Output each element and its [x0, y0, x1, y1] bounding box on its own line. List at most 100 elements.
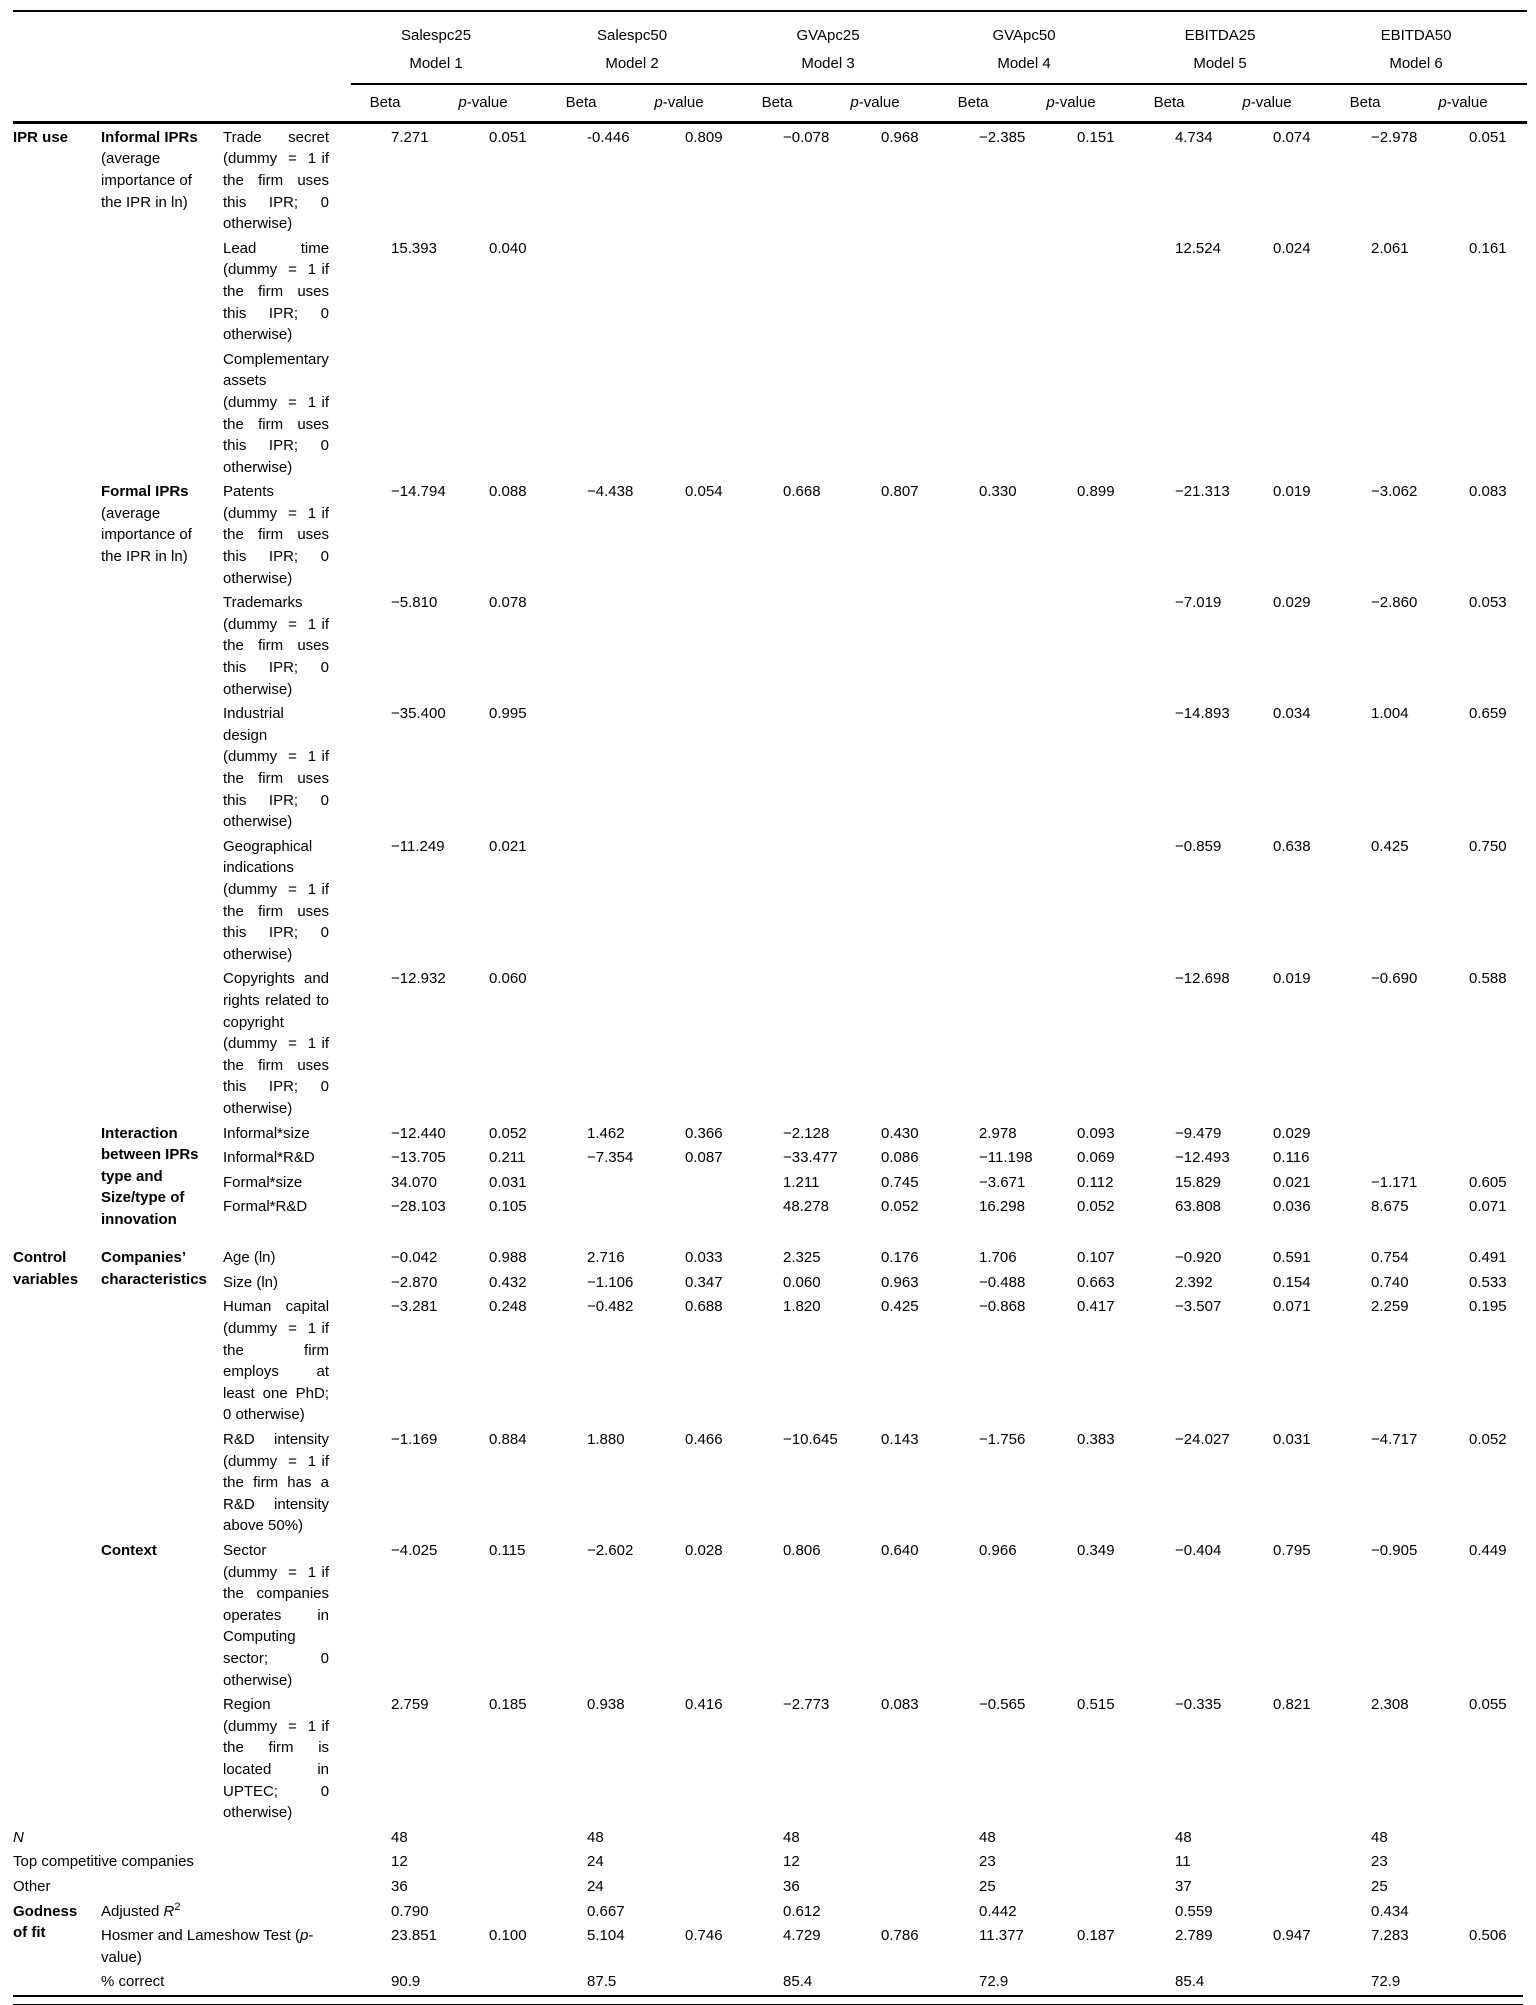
column-group-salespc25: Salespc25	[401, 27, 472, 44]
beta-value-cell: 15.829	[1175, 1173, 1221, 1191]
variable-label: Lead time (dummy = 1 if the firm uses th…	[223, 239, 330, 344]
beta-value-cell: 36	[391, 1877, 408, 1895]
table-row: Informal*R&D −13.705 0.211 −7.354 0.087 −33.4…	[13, 1144, 1527, 1169]
beta-value-cell: −11.249	[391, 837, 445, 855]
p-value-cell	[1037, 235, 1135, 346]
footer-row: Hosmer and Lameshow Test (p-value) 23.851…	[13, 1922, 1527, 1968]
beta-value-cell: 5.104	[587, 1927, 625, 1945]
variable-label: R&D intensity (dummy = 1 if the firm has…	[223, 1431, 330, 1535]
beta-value-cell: −0.042	[391, 1249, 438, 1267]
table-row: Size (ln) −2.870 0.432 −1.106 0.347 0.060 0.96…	[13, 1269, 1527, 1294]
beta-value-cell: 0.442	[979, 1902, 1017, 1920]
beta-value-cell: 72.9	[979, 1973, 1009, 1991]
model-6-label: Model 6	[1389, 54, 1443, 72]
p-value-cell: 0.069	[1077, 1149, 1115, 1167]
p-value-cell	[841, 235, 939, 346]
p-value-cell	[645, 1193, 743, 1244]
p-value-cell: 0.052	[1077, 1198, 1115, 1216]
p-value-cell	[1037, 700, 1135, 833]
subsection-label-rest: (average importance of the IPR in ln)	[101, 150, 192, 211]
bottom-rule-thick	[13, 1994, 1523, 2004]
p-value-cell: 0.515	[1077, 1696, 1115, 1714]
beta-value-cell	[547, 235, 645, 346]
section-label: Control variables	[13, 1249, 79, 1288]
p-value-cell	[1429, 1824, 1527, 1849]
p-italic: p	[850, 94, 859, 112]
p-value-cell: 0.036	[1273, 1198, 1311, 1216]
p-value-cell: 0.071	[1469, 1198, 1507, 1216]
p-value-cell: 0.021	[1273, 1173, 1311, 1191]
beta-value-cell: −3.507	[1175, 1298, 1222, 1316]
variable-label: Age (ln)	[223, 1249, 276, 1267]
table-row: Context Sector (dummy = 1 if the companie…	[13, 1537, 1527, 1691]
beta-value-cell: 48	[1175, 1828, 1192, 1846]
pvalue-header: p-value	[841, 84, 940, 124]
beta-value-cell: −2.773	[783, 1696, 830, 1714]
p-value-cell: 0.021	[489, 837, 527, 855]
beta-value-cell: 7.283	[1371, 1927, 1409, 1945]
table-row: Geographical indications (dummy = 1 if t…	[13, 833, 1527, 966]
beta-value-cell: 37	[1175, 1877, 1192, 1895]
p-value-cell: 0.088	[489, 483, 527, 501]
footer-row: N 48 48 48 48 48 48	[13, 1824, 1527, 1849]
beta-value-cell: 12	[783, 1853, 800, 1871]
variable-label: Informal*R&D	[223, 1149, 315, 1167]
beta-value-cell: 2.308	[1371, 1696, 1409, 1714]
p-value-cell	[1429, 1968, 1527, 1993]
p-value-cell: 0.087	[685, 1149, 723, 1167]
beta-value-cell: −33.477	[783, 1149, 838, 1167]
table-row: Interaction between IPRs type and Size/t…	[13, 1120, 1527, 1228]
beta-value-cell: −7.354	[587, 1149, 634, 1167]
beta-value-cell	[1331, 1144, 1429, 1169]
beta-value-cell	[743, 965, 841, 1119]
p-value-cell	[841, 1873, 939, 1898]
p-value-cell: 0.588	[1469, 970, 1507, 988]
p-value-cell: 0.028	[685, 1542, 723, 1559]
beta-value-cell	[1331, 1120, 1429, 1145]
beta-value-cell: −0.488	[979, 1273, 1026, 1291]
beta-value-cell: −12.698	[1175, 970, 1230, 988]
p-value-cell	[1037, 1848, 1135, 1873]
p-value-cell: 0.466	[685, 1431, 723, 1449]
p-value-cell	[1233, 1848, 1331, 1873]
beta-value-cell: 1.004	[1371, 705, 1409, 723]
p-value-cell	[645, 346, 743, 479]
beta-value-cell: 2.392	[1175, 1273, 1213, 1291]
beta-value-cell: 63.808	[1175, 1198, 1221, 1216]
beta-value-cell: 0.790	[391, 1902, 429, 1920]
table-body: IPR use Informal IPRs (average importance…	[13, 122, 1527, 1993]
p-value-cell: 0.349	[1077, 1542, 1115, 1559]
footer-label-part: Adjusted	[101, 1902, 164, 1920]
p-value-cell: 0.083	[881, 1696, 919, 1714]
beta-value-cell: 0.668	[783, 483, 821, 501]
beta-value-cell: 8.675	[1371, 1198, 1409, 1216]
section-label-goodness-of-fit: Godness of fit	[13, 1902, 78, 1942]
variable-label: Copyrights and rights related to copyrig…	[223, 970, 330, 1117]
variable-label: Complementary assets (dummy = 1 if the f…	[223, 350, 330, 476]
variable-label: Size (ln)	[223, 1273, 279, 1291]
p-value-cell	[449, 1824, 547, 1849]
p-value-cell: 0.416	[685, 1696, 723, 1714]
beta-value-cell: −0.404	[1175, 1542, 1222, 1559]
variable-label: Formal*R&D	[223, 1198, 308, 1216]
beta-value-cell	[1135, 346, 1233, 479]
beta-value-cell: 1.706	[979, 1249, 1017, 1267]
beta-value-cell: −2.860	[1371, 594, 1418, 612]
variable-label: Sector (dummy = 1 if the companies opera…	[223, 1542, 330, 1689]
beta-value-cell: 2.978	[979, 1124, 1017, 1142]
p-value-cell	[449, 1848, 547, 1873]
beta-value-cell: −0.565	[979, 1696, 1026, 1714]
beta-value-cell: −3.281	[391, 1298, 438, 1316]
model-3-label: Model 3	[801, 54, 855, 72]
beta-value-cell: −11.198	[979, 1149, 1033, 1167]
variable-label: Region (dummy = 1 if the firm is located…	[223, 1696, 330, 1822]
beta-value-cell: 1.880	[587, 1431, 625, 1449]
p-value-cell	[645, 1873, 743, 1898]
beta-value-cell: 48.278	[783, 1198, 829, 1216]
beta-value-cell: −2.385	[979, 128, 1026, 146]
beta-value-cell: 11	[1175, 1853, 1191, 1871]
beta-value-cell: 1.820	[783, 1298, 821, 1316]
beta-value-cell	[939, 235, 1037, 346]
p-value-cell	[449, 1898, 547, 1923]
beta-value-cell: 0.612	[783, 1902, 821, 1920]
